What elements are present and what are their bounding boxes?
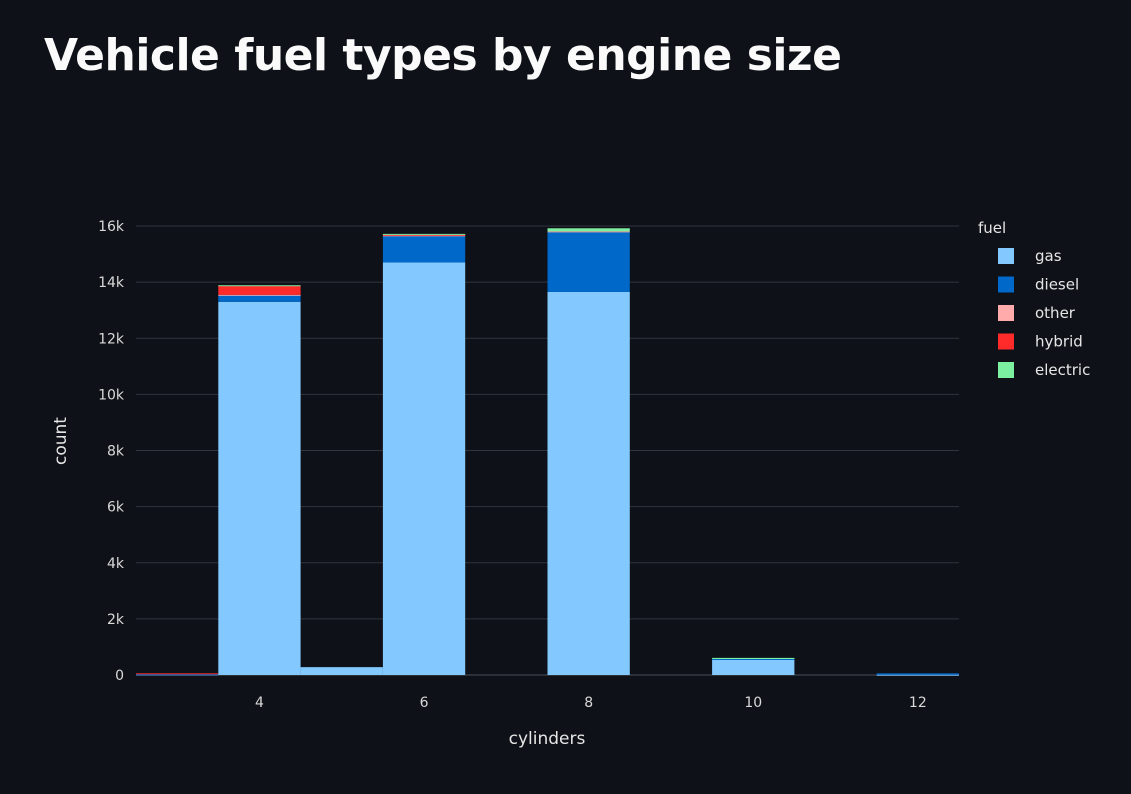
legend-title: fuel [978, 219, 1006, 237]
bars[interactable] [136, 228, 959, 676]
bar-electric-10[interactable] [712, 657, 795, 660]
legend[interactable]: fuel gas diesel other hybrid electric [978, 219, 1090, 379]
bar-hybrid-3[interactable] [136, 673, 219, 675]
x-tick-label: 8 [584, 695, 593, 711]
y-tick-label: 10k [98, 387, 125, 403]
bar-diesel-6[interactable] [382, 235, 466, 263]
legend-swatch-electric[interactable] [998, 362, 1014, 378]
x-tick-label: 10 [744, 695, 762, 711]
bar-diesel-3[interactable] [136, 674, 219, 676]
y-tick-label: 0 [115, 668, 124, 684]
y-tick-label: 8k [107, 444, 125, 460]
y-tick-label: 14k [98, 275, 125, 291]
bar-other-6[interactable] [382, 235, 466, 237]
x-tick-label: 12 [909, 695, 927, 711]
bar-gas-12[interactable] [876, 674, 959, 676]
bar-hybrid-6[interactable] [382, 234, 466, 236]
y-tick-label: 16k [98, 219, 125, 235]
bar-electric-8[interactable] [547, 228, 630, 232]
x-axis-title: cylinders [509, 729, 586, 749]
bar-diesel-12[interactable] [876, 673, 959, 675]
bar-gas-6[interactable] [382, 262, 466, 675]
bar-gas-8[interactable] [547, 291, 630, 675]
axes: 0 2k 4k 6k 8k 10k 12k 14k 16k 4 6 8 10 12 [98, 219, 927, 711]
y-tick-label: 12k [98, 331, 125, 347]
legend-label-electric[interactable]: electric [1035, 361, 1090, 379]
bar-electric-4[interactable] [218, 285, 301, 287]
legend-label-other[interactable]: other [1035, 304, 1076, 322]
bar-other-8[interactable] [547, 231, 630, 233]
bar-diesel-10[interactable] [712, 659, 795, 661]
x-tick-label: 4 [255, 695, 264, 711]
page-title: Vehicle fuel types by engine size [44, 30, 842, 81]
bar-gas-4[interactable] [218, 301, 301, 675]
legend-swatch-diesel[interactable] [998, 276, 1014, 293]
y-tick-label: 4k [107, 556, 125, 572]
legend-swatch-gas[interactable] [998, 248, 1014, 264]
y-tick-label: 6k [107, 500, 125, 516]
bar-gas-10[interactable] [712, 659, 795, 675]
legend-label-hybrid[interactable]: hybrid [1035, 333, 1083, 351]
legend-label-diesel[interactable]: diesel [1035, 276, 1079, 294]
legend-label-gas[interactable]: gas [1035, 247, 1062, 265]
bar-electric-6[interactable] [382, 233, 466, 235]
x-tick-label: 6 [420, 695, 429, 711]
bar-hybrid-4[interactable] [218, 285, 301, 295]
bar-diesel-4[interactable] [218, 295, 301, 302]
bar-other-4[interactable] [218, 294, 301, 296]
y-tick-label: 2k [107, 612, 125, 628]
y-axis-title: count [51, 417, 71, 465]
bar-diesel-8[interactable] [547, 231, 630, 292]
bar-gas-5[interactable] [300, 667, 383, 675]
legend-swatch-hybrid[interactable] [998, 333, 1014, 350]
legend-swatch-other[interactable] [998, 305, 1014, 321]
